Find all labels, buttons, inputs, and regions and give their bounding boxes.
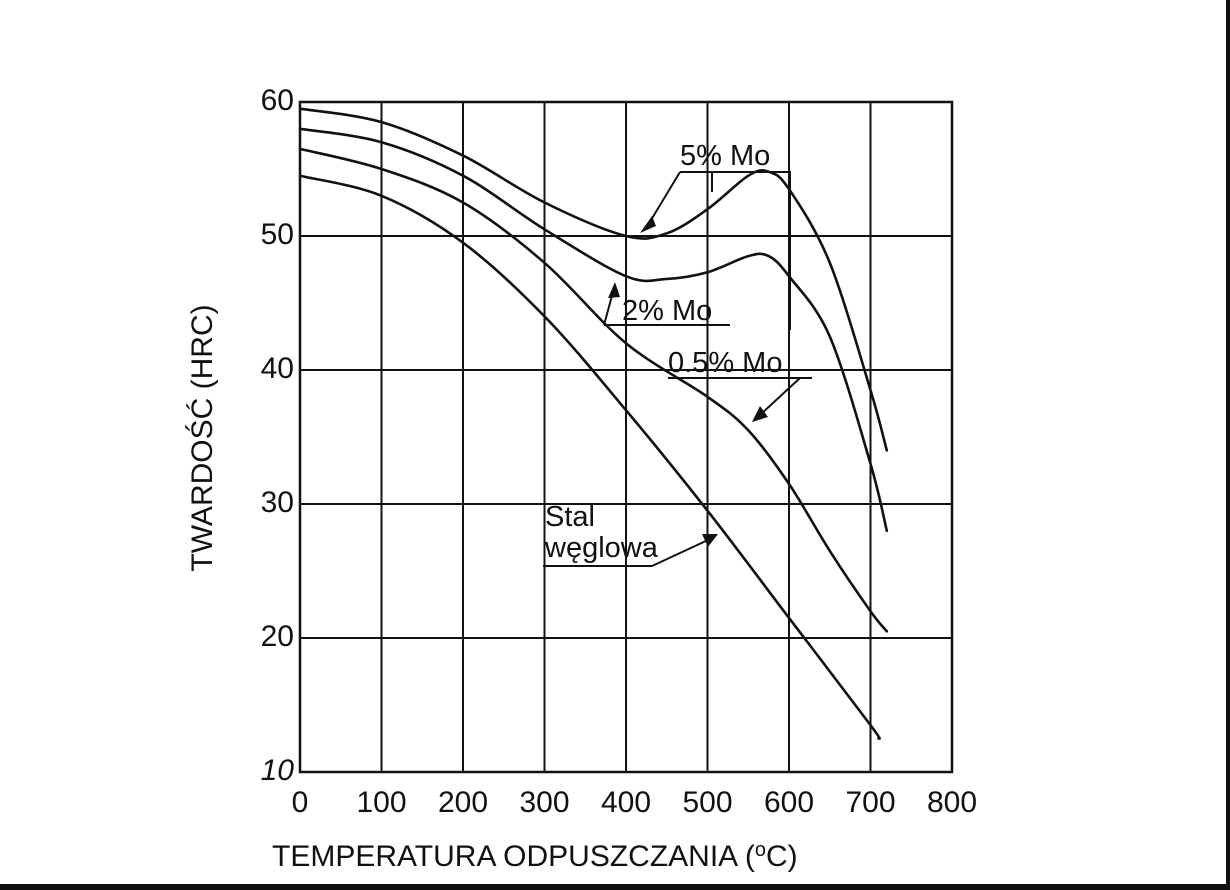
curve-0-5pct-mo [298, 147, 889, 633]
y-tick-label-60: 60 [261, 84, 294, 117]
leader-stal-arrow-line [651, 539, 709, 567]
leader-5pct-mo-arrowhead [640, 216, 656, 233]
scan-right-edge [1226, 0, 1230, 884]
leader-5pct-mo-bracket [680, 171, 791, 330]
curve-5pct-mo [298, 107, 889, 452]
x-tick-label-400: 400 [601, 786, 651, 819]
x-tick-label-600: 600 [764, 786, 814, 819]
label-5pct-mo: 5% Mo [680, 140, 770, 172]
x-tick-label-500: 500 [682, 786, 732, 819]
x-axis-title: TEMPERATURA ODPUSZCZANIA (oC) [272, 839, 798, 873]
x-tick-label-200: 200 [438, 786, 488, 819]
scan-bottom-edge [0, 884, 1230, 890]
plot-frame [298, 100, 954, 774]
x-tick-label-0: 0 [292, 786, 309, 819]
leader-05pct-mo-arrow-line [759, 377, 801, 416]
tick-label-layer: 0 100 200 300 400 500 600 700 800 10 20 30 40 50 60 [261, 84, 977, 819]
y-axis-title: TWARDOŚĆ (HRC) [185, 304, 219, 571]
label-0-5pct-mo: 0.5% Mo [668, 347, 782, 379]
label-stal-w-glowa-line-2: węglowa [544, 532, 659, 564]
x-tick-label-700: 700 [845, 786, 895, 819]
y-tick-label-50: 50 [261, 218, 294, 251]
x-tick-label-800: 800 [927, 786, 977, 819]
label-2pct-mo: 2% Mo [622, 295, 712, 327]
leader-stal-arrowhead [702, 534, 718, 547]
y-tick-label-40: 40 [261, 352, 294, 385]
x-tick-label-100: 100 [356, 786, 406, 819]
curve-stal-w-glowa [298, 174, 881, 740]
leader-5pct-mo-arrow-line [647, 171, 681, 226]
series-layer [298, 107, 889, 740]
y-tick-label-30: 30 [261, 486, 294, 519]
label-stal-w-glowa-line-1: Stal [545, 501, 595, 533]
leader-05pct-mo-arrowhead [752, 406, 768, 422]
curve-2pct-mo [298, 127, 889, 533]
leader-2pct-mo-arrowhead [608, 282, 620, 298]
label-leader-lines [543, 171, 812, 567]
y-tick-label-10: 10 [261, 754, 295, 787]
x-tick-label-300: 300 [519, 786, 569, 819]
y-tick-label-20: 20 [261, 620, 294, 653]
